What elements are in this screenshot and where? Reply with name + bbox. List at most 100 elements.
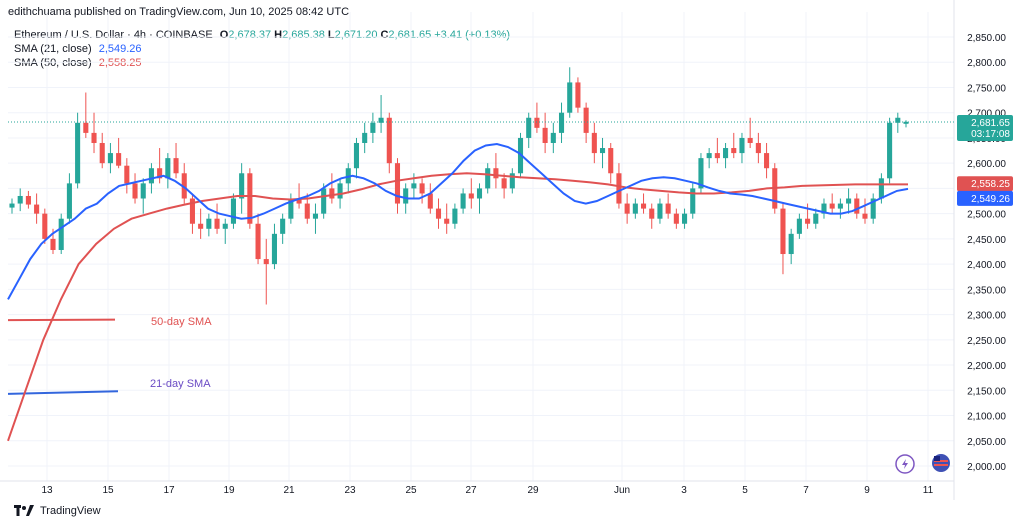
y-axis: 2,850.002,800.002,750.002,700.002,650.00…: [967, 33, 1006, 473]
candle-body: [821, 203, 827, 214]
candle-body: [558, 112, 565, 133]
footer: TradingView: [14, 505, 101, 517]
candle-body: [878, 178, 884, 199]
sma21-tag-text: 2,549.26: [971, 194, 1010, 205]
x-tick-label: 29: [527, 485, 539, 496]
candle-body: [107, 153, 113, 164]
candle-body: [460, 193, 466, 209]
candle-body: [608, 148, 614, 174]
x-tick-label: 7: [803, 485, 809, 496]
y-tick-label: 2,500.00: [967, 210, 1006, 221]
x-tick-label: 25: [405, 485, 417, 496]
candle-body: [813, 213, 819, 224]
ohlc-row: Ethereum / U.S. Dollar · 4h · COINBASE O…: [14, 28, 518, 42]
close-label: C: [380, 29, 389, 41]
candlestick-series: [9, 67, 909, 305]
candle-body: [714, 153, 720, 159]
last-price-tag-bg: [957, 114, 1013, 141]
candle-body: [452, 208, 458, 224]
candle-body: [34, 204, 40, 214]
y-tick-label: 2,350.00: [967, 285, 1006, 296]
sma21-annotation-line: [7, 390, 119, 395]
candle-body: [9, 203, 15, 208]
candle-body: [263, 259, 269, 265]
candle-body: [132, 183, 138, 199]
sma21-annotation: 21-day SMA: [7, 378, 211, 395]
candle-body: [189, 198, 195, 224]
candle-body: [870, 198, 876, 219]
candle-body: [640, 203, 647, 209]
symbol-name[interactable]: Ethereum / U.S. Dollar · 4h · COINBASE: [14, 29, 213, 41]
tradingview-logo-icon[interactable]: [14, 505, 34, 517]
x-tick-label: 17: [163, 485, 175, 496]
sma50-tag-text: 2,558.25: [971, 179, 1010, 190]
sma21-annotation-label: 21-day SMA: [150, 378, 211, 390]
y-tick-label: 2,150.00: [967, 386, 1006, 397]
sma21-line: [7, 142, 909, 300]
candle-body: [673, 213, 679, 224]
sma50-legend-label: SMA (50, close): [14, 57, 92, 69]
candle-body: [255, 223, 261, 260]
candle-body: [427, 193, 433, 209]
sma50-annotation: 50-day SMA: [7, 316, 212, 328]
candle-body: [247, 173, 253, 224]
sma21-legend-row[interactable]: SMA (21, close) 2,549.26: [14, 42, 518, 56]
y-tick-label: 2,600.00: [967, 159, 1006, 170]
candle-body: [222, 223, 228, 229]
candle-body: [411, 183, 417, 189]
candle-body: [444, 218, 450, 224]
candle-body: [206, 218, 212, 229]
candle-body: [99, 142, 105, 164]
candle-body: [599, 148, 606, 154]
flag-icon: [932, 454, 950, 472]
candle-body: [526, 117, 532, 138]
last-price-tag-text: 2,681.65: [971, 118, 1010, 129]
candle-body: [271, 233, 278, 265]
y-tick-label: 2,450.00: [967, 235, 1006, 246]
candle-body: [198, 223, 204, 229]
candle-body: [386, 117, 392, 164]
candle-body: [280, 218, 286, 234]
candle-body: [698, 158, 704, 189]
candle-body: [91, 132, 97, 143]
candle-body: [731, 148, 737, 154]
candle-body: [362, 132, 368, 143]
candle-body: [419, 183, 425, 194]
chart-legend: Ethereum / U.S. Dollar · 4h · COINBASE O…: [14, 28, 518, 70]
candle-body: [690, 188, 696, 214]
y-tick-label: 2,800.00: [967, 58, 1006, 69]
y-tick-label: 2,200.00: [967, 361, 1006, 372]
candle-body: [321, 188, 327, 214]
candle-body: [739, 137, 745, 154]
low-value: 2,671.20: [334, 29, 378, 41]
y-tick-label: 2,750.00: [967, 83, 1006, 94]
candle-body: [116, 153, 122, 166]
candle-body: [157, 168, 163, 179]
candle-body: [550, 132, 556, 143]
candle-body: [493, 168, 499, 179]
candle-body: [755, 142, 761, 154]
candle-body: [542, 127, 548, 143]
candle-body: [837, 203, 843, 209]
candle-body: [501, 178, 507, 189]
candle-body: [370, 122, 376, 133]
x-tick-label: 23: [344, 485, 356, 496]
sma50-legend-value: 2,558.25: [98, 57, 142, 69]
candle-body: [435, 208, 442, 219]
footer-brand[interactable]: TradingView: [40, 505, 101, 517]
y-tick-label: 2,700.00: [967, 109, 1006, 120]
sma50-legend-row[interactable]: SMA (50, close) 2,558.25: [14, 56, 518, 70]
candle-body: [682, 213, 688, 224]
candle-body: [239, 173, 245, 199]
sma50-tag-bg: [957, 176, 1013, 192]
candle-body: [17, 195, 23, 204]
x-tick-label: 9: [864, 485, 870, 496]
candle-body: [476, 188, 483, 199]
candle-body: [165, 158, 171, 179]
candle-body: [66, 183, 72, 219]
sma21-tag-bg: [957, 190, 1013, 206]
y-tick-label: 2,050.00: [967, 437, 1006, 448]
x-tick-label: 13: [41, 485, 53, 496]
